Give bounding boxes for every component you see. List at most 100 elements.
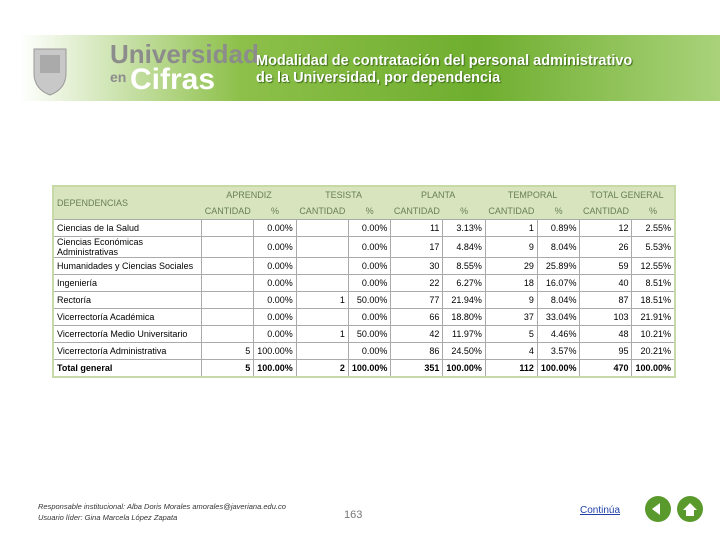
cell: 18.51% — [631, 291, 676, 309]
title-line: Modalidad de contratación del personal a… — [256, 53, 633, 69]
cell: 33.04% — [536, 308, 581, 326]
cell: 0.89% — [536, 219, 581, 237]
cell: 37 — [484, 308, 538, 326]
cell: 11.97% — [442, 325, 486, 343]
cell: 0.00% — [253, 257, 297, 275]
cell: 66 — [390, 308, 444, 326]
group-header: TOTAL GENERAL — [579, 186, 675, 203]
cell: 0.00% — [253, 291, 297, 309]
cell: 11 — [390, 219, 444, 237]
cell: 0.00% — [347, 257, 392, 275]
cell: 50.00% — [347, 291, 392, 309]
cell: 24.50% — [442, 342, 486, 360]
subheader: % — [631, 203, 675, 220]
cell: 12.55% — [631, 257, 676, 275]
cell: 1 — [295, 325, 349, 343]
cell: 8.51% — [631, 274, 676, 292]
cell — [201, 325, 255, 343]
cell: 470 — [579, 359, 633, 378]
cell: 22 — [390, 274, 444, 292]
cell — [295, 308, 349, 326]
data-row: Ingeniería 0.00% 0.00% 22 6.27% 18 16.07% 40 8.5… — [52, 274, 676, 292]
cell: 77 — [390, 291, 444, 309]
cell — [295, 274, 349, 292]
cell — [201, 236, 255, 258]
column-header: DEPENDENCIAS — [53, 186, 202, 220]
data-row: Ciencias Económicas Administrativas 0.00%… — [52, 236, 676, 258]
cell — [201, 219, 255, 237]
next-link[interactable]: Continúa — [580, 505, 621, 516]
cell: 0.00% — [347, 236, 392, 258]
cell: 351 — [390, 359, 444, 378]
cell: 2 — [295, 359, 349, 378]
cell: 100.00% — [253, 359, 297, 378]
cell: 100.00% — [536, 359, 581, 378]
cell: 30 — [390, 257, 444, 275]
cell: 40 — [579, 274, 633, 292]
cell: 0.00% — [347, 274, 392, 292]
cell: 8.04% — [536, 291, 581, 309]
cell: 1 — [295, 291, 349, 309]
brand: Universidad — [110, 39, 259, 69]
logo-shield — [33, 48, 67, 96]
cell: 9 — [484, 291, 538, 309]
cell: 59 — [579, 257, 633, 275]
subheader: CANTIDAD — [201, 203, 254, 220]
cell: 95 — [579, 342, 633, 360]
cell: 4 — [484, 342, 538, 360]
subheader: CANTIDAD — [579, 203, 632, 220]
cell: 0.00% — [347, 342, 392, 360]
back-icon — [652, 503, 660, 515]
cell: 2.55% — [631, 219, 676, 237]
page-number: 163 — [344, 509, 363, 521]
data-row: Vicerrectoría Administrativa 5 100.00% 0.00… — [52, 342, 676, 360]
data-row: Humanidades y Ciencias Sociales 0.00% 0.00… — [52, 257, 676, 275]
subheader: CANTIDAD — [390, 203, 443, 220]
cell: 9 — [484, 236, 538, 258]
cell: 0.00% — [253, 325, 297, 343]
subheader: % — [537, 203, 580, 220]
cell: 4.84% — [442, 236, 486, 258]
cell: Vicerrectoría Administrativa — [52, 342, 203, 360]
header-banner: Universidad en Cifras Modalidad de contr… — [0, 35, 720, 101]
page-title: Modalidad de contratación del personal a… — [256, 53, 632, 87]
data-table: DEPENDENCIAS APRENDIZ TESISTA PLANTA TEMPORA… — [52, 185, 676, 378]
group-header: TEMPORAL — [485, 186, 580, 203]
cell: 1 — [484, 219, 538, 237]
cell: 18 — [484, 274, 538, 292]
group-header: TESISTA — [296, 186, 391, 203]
cell: 0.00% — [347, 308, 392, 326]
cell: 103 — [579, 308, 633, 326]
cell — [295, 219, 349, 237]
cell: 3.13% — [442, 219, 486, 237]
cell: 0.00% — [253, 274, 297, 292]
cell: Ciencias Económicas Administrativas — [52, 236, 203, 258]
cell: 5 — [201, 342, 255, 360]
cell — [295, 236, 349, 258]
cell: 25.89% — [536, 257, 581, 275]
group-header: APRENDIZ — [201, 186, 297, 203]
cell: 4.46% — [536, 325, 581, 343]
subheader: % — [442, 203, 486, 220]
cell — [295, 257, 349, 275]
cell: Humanidades y Ciencias Sociales — [52, 257, 203, 275]
subheader: CANTIDAD — [296, 203, 349, 220]
cell: 42 — [390, 325, 444, 343]
header-row: DEPENDENCIAS APRENDIZ TESISTA PLANTA TEMPORA… — [53, 186, 675, 220]
group-header: PLANTA — [390, 186, 486, 203]
data-row: Rectoría 0.00% 1 50.00% 77 21.94% 9 8.04% 87 18.5… — [52, 291, 676, 309]
cell: 100.00% — [253, 342, 297, 360]
footer-text: Responsable institucional: Alba Doris Mo… — [38, 502, 286, 511]
subheader: % — [253, 203, 297, 220]
cell: 5.53% — [631, 236, 676, 258]
cell: 100.00% — [442, 359, 486, 378]
cell: 5 — [201, 359, 255, 378]
cell: 0.00% — [253, 236, 297, 258]
cell: 100.00% — [347, 359, 392, 378]
cell: 0.00% — [253, 308, 297, 326]
cell — [295, 342, 349, 360]
cell: Ingeniería — [52, 274, 203, 292]
header-row: CANTIDAD% CANTIDAD% CANTIDAD% CANTIDAD% CANT… — [53, 203, 675, 220]
cell: 5 — [484, 325, 538, 343]
